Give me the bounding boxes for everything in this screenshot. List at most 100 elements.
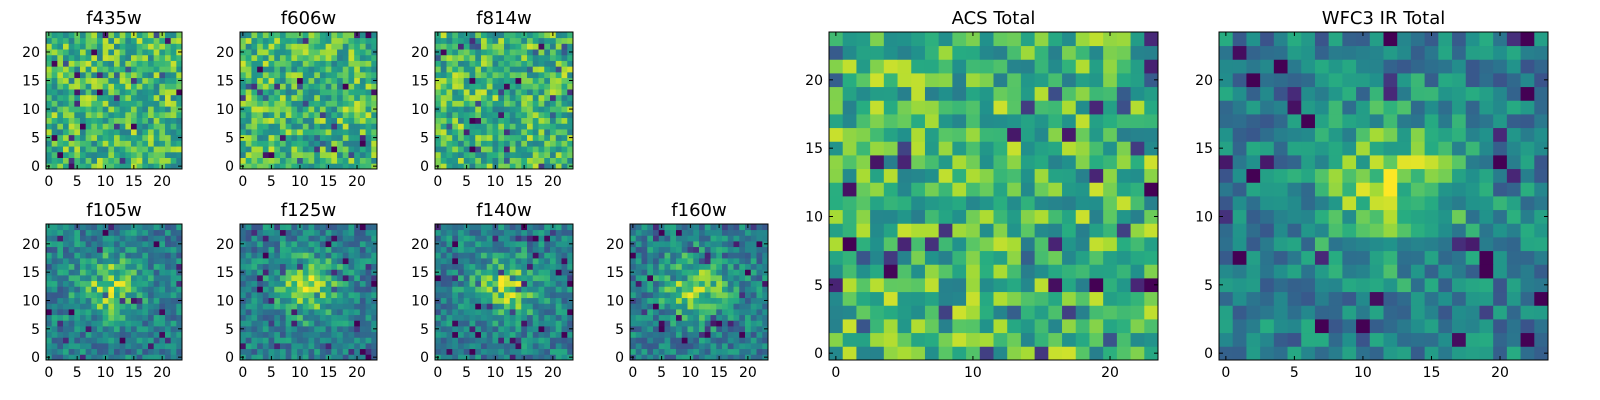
heatmap-cell xyxy=(452,111,459,119)
heatmap-cell xyxy=(319,37,327,44)
heatmap-cell xyxy=(486,235,493,242)
heatmap-cell xyxy=(114,229,121,236)
heatmap-cell xyxy=(979,278,994,293)
heatmap-cell xyxy=(80,320,87,327)
heatmap-cell xyxy=(486,157,493,164)
heatmap-cell xyxy=(114,235,121,242)
heatmap-cell xyxy=(966,32,981,47)
heatmap-cell xyxy=(515,49,522,56)
heatmap-cell xyxy=(1465,305,1480,320)
heatmap-cell xyxy=(829,346,844,361)
heatmap-cell xyxy=(279,224,287,231)
heatmap-cell xyxy=(153,252,160,259)
heatmap-cell xyxy=(114,37,121,44)
heatmap-cell xyxy=(291,241,298,248)
heatmap-cell xyxy=(1397,291,1412,306)
heatmap-cell xyxy=(46,246,53,253)
heatmap-cell xyxy=(337,224,344,231)
heatmap-cell xyxy=(314,106,321,113)
heatmap-cell xyxy=(550,77,557,84)
heatmap-cell xyxy=(1062,305,1077,320)
heatmap-cell xyxy=(938,196,953,211)
heatmap-cell xyxy=(856,250,871,265)
heatmap-cell xyxy=(148,123,155,130)
heatmap-cell xyxy=(291,111,298,119)
heatmap-cell xyxy=(829,127,844,142)
heatmap-cell xyxy=(114,331,121,338)
heatmap-cell xyxy=(297,43,304,50)
heatmap-cell xyxy=(63,229,70,236)
heatmap-cell xyxy=(57,258,64,265)
heatmap-cell xyxy=(91,280,98,287)
heatmap-cell xyxy=(97,269,104,276)
heatmap-cell xyxy=(285,314,292,321)
heatmap-cell xyxy=(532,157,539,164)
heatmap-cell xyxy=(440,60,447,67)
heatmap-cell xyxy=(136,54,143,61)
heatmap-cell xyxy=(148,292,155,299)
heatmap-cell xyxy=(458,32,465,39)
heatmap-cell xyxy=(57,320,64,327)
heatmap-cell xyxy=(136,157,143,164)
heatmap-cell xyxy=(676,258,683,265)
heatmap-cell xyxy=(658,326,665,333)
heatmap-cell xyxy=(125,157,132,164)
heatmap-cell xyxy=(125,354,132,361)
heatmap-cell xyxy=(532,117,539,124)
heatmap-cell xyxy=(938,319,953,334)
heatmap-cell xyxy=(337,252,344,259)
heatmap-cell xyxy=(136,269,143,276)
heatmap-cell xyxy=(555,94,562,101)
heatmap-cell xyxy=(331,337,338,344)
heatmap-cell xyxy=(97,280,104,287)
heatmap-cell xyxy=(1369,319,1384,334)
heatmap-cell xyxy=(251,286,258,293)
heatmap-cell xyxy=(251,280,258,287)
heatmap-cell xyxy=(1048,32,1063,47)
heatmap-cell xyxy=(148,94,155,101)
heatmap-cell xyxy=(131,157,138,164)
heatmap-cell xyxy=(279,275,287,282)
heatmap-cell xyxy=(1007,209,1022,224)
heatmap-cell xyxy=(504,269,511,276)
heatmap-cell xyxy=(102,37,109,44)
heatmap-cell xyxy=(532,100,539,107)
heatmap-cell xyxy=(297,129,304,136)
heatmap-cell xyxy=(1301,319,1316,334)
heatmap-cell xyxy=(492,343,499,350)
heatmap-cell xyxy=(446,354,453,361)
heatmap-cell xyxy=(148,60,155,67)
heatmap-cell xyxy=(279,235,287,242)
heatmap-cell xyxy=(745,269,752,276)
heatmap-cell xyxy=(469,77,476,84)
heatmap-cell xyxy=(251,326,258,333)
heatmap-cell xyxy=(538,354,545,361)
heatmap-cell xyxy=(85,140,92,147)
heatmap-cell xyxy=(1130,278,1145,293)
heatmap-cell xyxy=(475,66,482,73)
y-tick-label: 5 xyxy=(615,322,624,338)
heatmap-cell xyxy=(481,331,488,338)
heatmap-cell xyxy=(170,326,177,333)
heatmap-cell xyxy=(365,224,372,231)
heatmap-cell xyxy=(51,292,58,299)
heatmap-cell xyxy=(842,319,857,334)
heatmap-cell xyxy=(1020,155,1036,170)
heatmap-cell xyxy=(63,146,70,153)
heatmap-cell xyxy=(257,146,264,153)
heatmap-cell xyxy=(716,309,723,316)
heatmap-cell xyxy=(842,237,857,252)
heatmap-cell xyxy=(498,83,505,90)
heatmap-cell xyxy=(63,235,70,242)
heatmap-cell xyxy=(498,343,505,350)
heatmap-cell xyxy=(1438,305,1453,320)
heatmap-cell xyxy=(492,297,499,304)
heatmap-cell xyxy=(733,309,740,316)
heatmap-cell xyxy=(897,100,912,115)
heatmap-cell xyxy=(337,354,344,361)
heatmap-cell xyxy=(359,354,366,361)
heatmap-cell xyxy=(521,235,528,242)
heatmap-cell xyxy=(532,77,539,84)
heatmap-cell xyxy=(342,348,349,355)
heatmap-cell xyxy=(952,182,967,197)
